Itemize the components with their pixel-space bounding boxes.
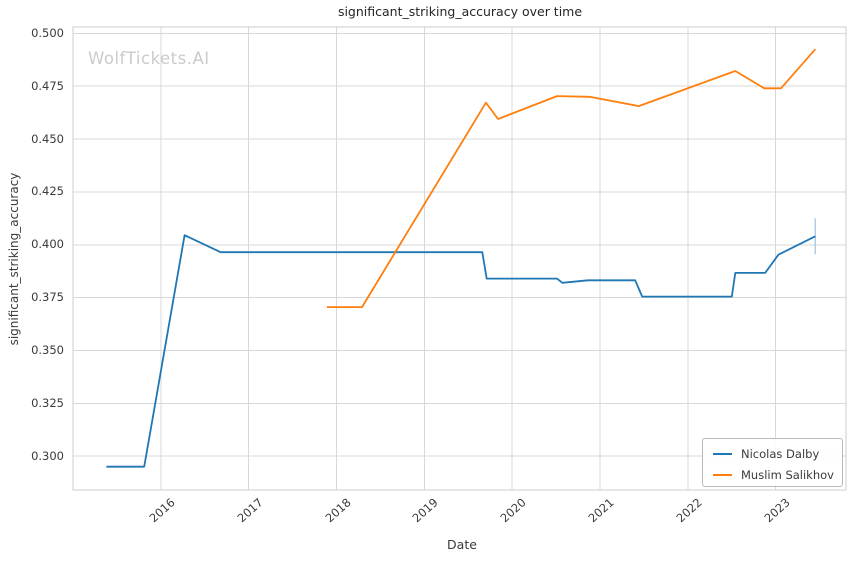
y-tick-label-0.300: 0.300 [31, 448, 64, 463]
watermark: WolfTickets.AI [88, 49, 210, 68]
legend-label: Muslim Salikhov [741, 467, 834, 482]
plot-border [72, 26, 847, 491]
series-line-nicolas-dalby [106, 234, 816, 468]
y-tick-label-0.500: 0.500 [31, 25, 64, 40]
y-tick-label-0.350: 0.350 [31, 342, 64, 357]
y-tick-label-0.475: 0.475 [31, 78, 64, 93]
legend-line-swatch-blue [713, 452, 732, 455]
series-line-muslim-salikhov [326, 48, 816, 309]
legend-item-muslim-salikhov: Muslim Salikhov [713, 464, 842, 485]
y-tick-label-0.400: 0.400 [31, 237, 64, 252]
y-tick-label-0.425: 0.425 [31, 184, 64, 199]
y-tick-label-0.375: 0.375 [31, 290, 64, 305]
y-tick-label-0.450: 0.450 [31, 131, 64, 146]
legend-label: Nicolas Dalby [741, 446, 820, 461]
chart-title: significant_striking_accuracy over time [337, 4, 583, 19]
legend: Nicolas Dalby Muslim Salikhov [702, 438, 843, 487]
legend-line-swatch-orange [713, 473, 732, 476]
y-tick-label-0.325: 0.325 [31, 395, 64, 410]
legend-item-nicolas-dalby: Nicolas Dalby [713, 443, 842, 464]
x-axis-label: Date [447, 537, 477, 552]
